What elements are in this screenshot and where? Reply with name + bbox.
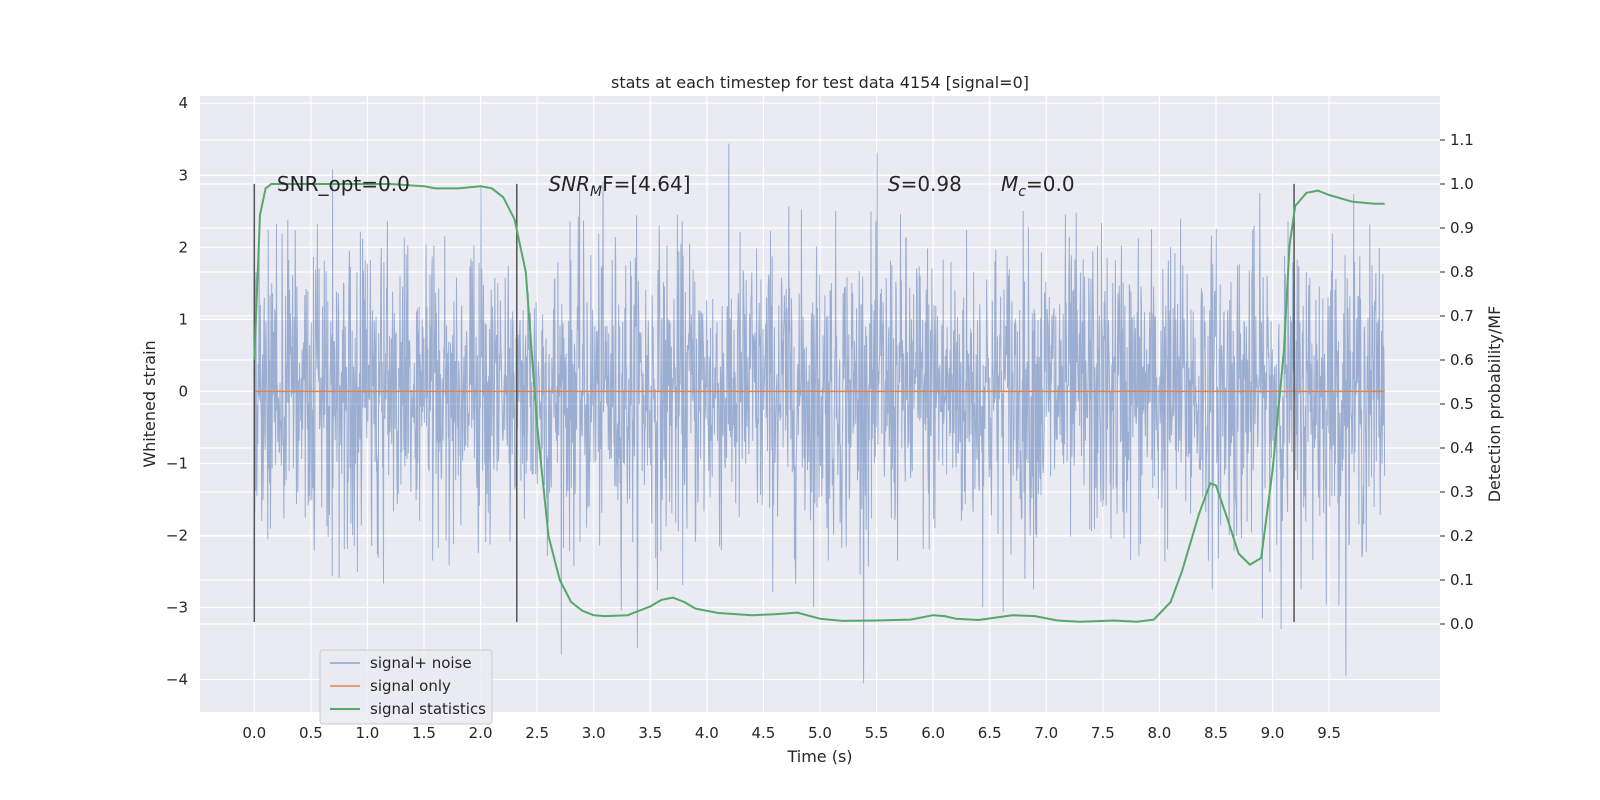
right-tick-label: 0.6 (1450, 351, 1474, 369)
x-tick-label: 2.5 (525, 724, 549, 742)
legend-label-signal-statistics: signal statistics (370, 700, 486, 718)
x-tick-label: 4.0 (695, 724, 719, 742)
annotation-1: SNRMF=[4.64] (548, 172, 690, 200)
left-tick-label: −2 (166, 526, 188, 544)
left-tick-label: 1 (178, 310, 188, 328)
left-axis-title: Whitened strain (140, 340, 159, 467)
x-axis-title: Time (s) (786, 747, 852, 766)
x-tick-label: 5.0 (808, 724, 832, 742)
x-tick-label: 9.5 (1317, 724, 1341, 742)
legend: signal+ noise signal only signal statist… (319, 649, 493, 725)
x-tick-label: 7.0 (1034, 724, 1058, 742)
left-tick-label: 0 (178, 382, 188, 400)
left-tick-label: −3 (166, 599, 188, 617)
legend-label-signal-only: signal only (370, 677, 451, 695)
signal-statistics-series (253, 183, 1385, 623)
x-tick-label: 4.5 (752, 724, 776, 742)
x-tick-label: 3.0 (582, 724, 606, 742)
x-tick-label: 7.5 (1091, 724, 1115, 742)
x-tick-label: 8.0 (1147, 724, 1171, 742)
right-axis-ticks: 0.0 0.1 0.2 0.3 0.4 0.5 0.6 0.7 0.8 0.9 1.0 1.1 (1440, 131, 1474, 633)
x-tick-label: 1.5 (412, 724, 436, 742)
right-tick-label: 1.0 (1450, 175, 1474, 193)
x-tick-label: 0.5 (299, 724, 323, 742)
x-tick-label: 6.0 (921, 724, 945, 742)
right-tick-label: 0.4 (1450, 439, 1474, 457)
right-tick-label: 0.3 (1450, 483, 1474, 501)
vertical-markers (253, 183, 1295, 622)
x-tick-label: 8.5 (1204, 724, 1228, 742)
chart-title: stats at each timestep for test data 415… (611, 73, 1029, 92)
right-tick-label: 0.0 (1450, 615, 1474, 633)
right-tick-label: 0.2 (1450, 527, 1474, 545)
right-axis-title: Detection probability/MF (1485, 306, 1504, 503)
stat-annotations: SNR_opt=0.0 SNRMF=[4.64] S=0.98 Mc=0.0 (277, 172, 1075, 200)
left-tick-label: −4 (166, 671, 188, 689)
x-tick-label: 1.0 (356, 724, 380, 742)
right-tick-label: 0.9 (1450, 219, 1474, 237)
x-tick-label: 6.5 (978, 724, 1002, 742)
x-tick-label: 9.0 (1261, 724, 1285, 742)
signal-noise-series (253, 143, 1386, 684)
signal-noise-line (253, 143, 1386, 684)
right-tick-label: 0.5 (1450, 395, 1474, 413)
annotation-3: Mc=0.0 (1001, 172, 1075, 200)
signal-statistics-line (253, 183, 1385, 623)
annotation-2: S=0.98 (888, 172, 962, 196)
left-tick-label: 4 (178, 94, 188, 112)
left-axis-ticks: −4 −3 −2 −1 0 1 2 3 4 (166, 94, 188, 688)
left-tick-label: −1 (166, 454, 188, 472)
annotation-0: SNR_opt=0.0 (277, 172, 410, 196)
x-tick-label: 2.0 (469, 724, 493, 742)
legend-label-signal-noise: signal+ noise (370, 654, 472, 672)
left-tick-label: 2 (178, 238, 188, 256)
right-tick-label: 1.1 (1450, 131, 1474, 149)
left-tick-label: 3 (178, 166, 188, 184)
x-tick-label: 5.5 (865, 724, 889, 742)
x-tick-label: 0.0 (242, 724, 266, 742)
x-tick-label: 3.5 (638, 724, 662, 742)
legend-box (319, 649, 493, 725)
right-tick-label: 0.1 (1450, 571, 1474, 589)
right-tick-label: 0.8 (1450, 263, 1474, 281)
right-tick-label: 0.7 (1450, 307, 1474, 325)
x-axis-ticks: 0.0 0.5 1.0 1.5 2.0 2.5 3.0 3.5 4.0 4.5 5.0 5.5 6.0 6… (242, 724, 1341, 742)
